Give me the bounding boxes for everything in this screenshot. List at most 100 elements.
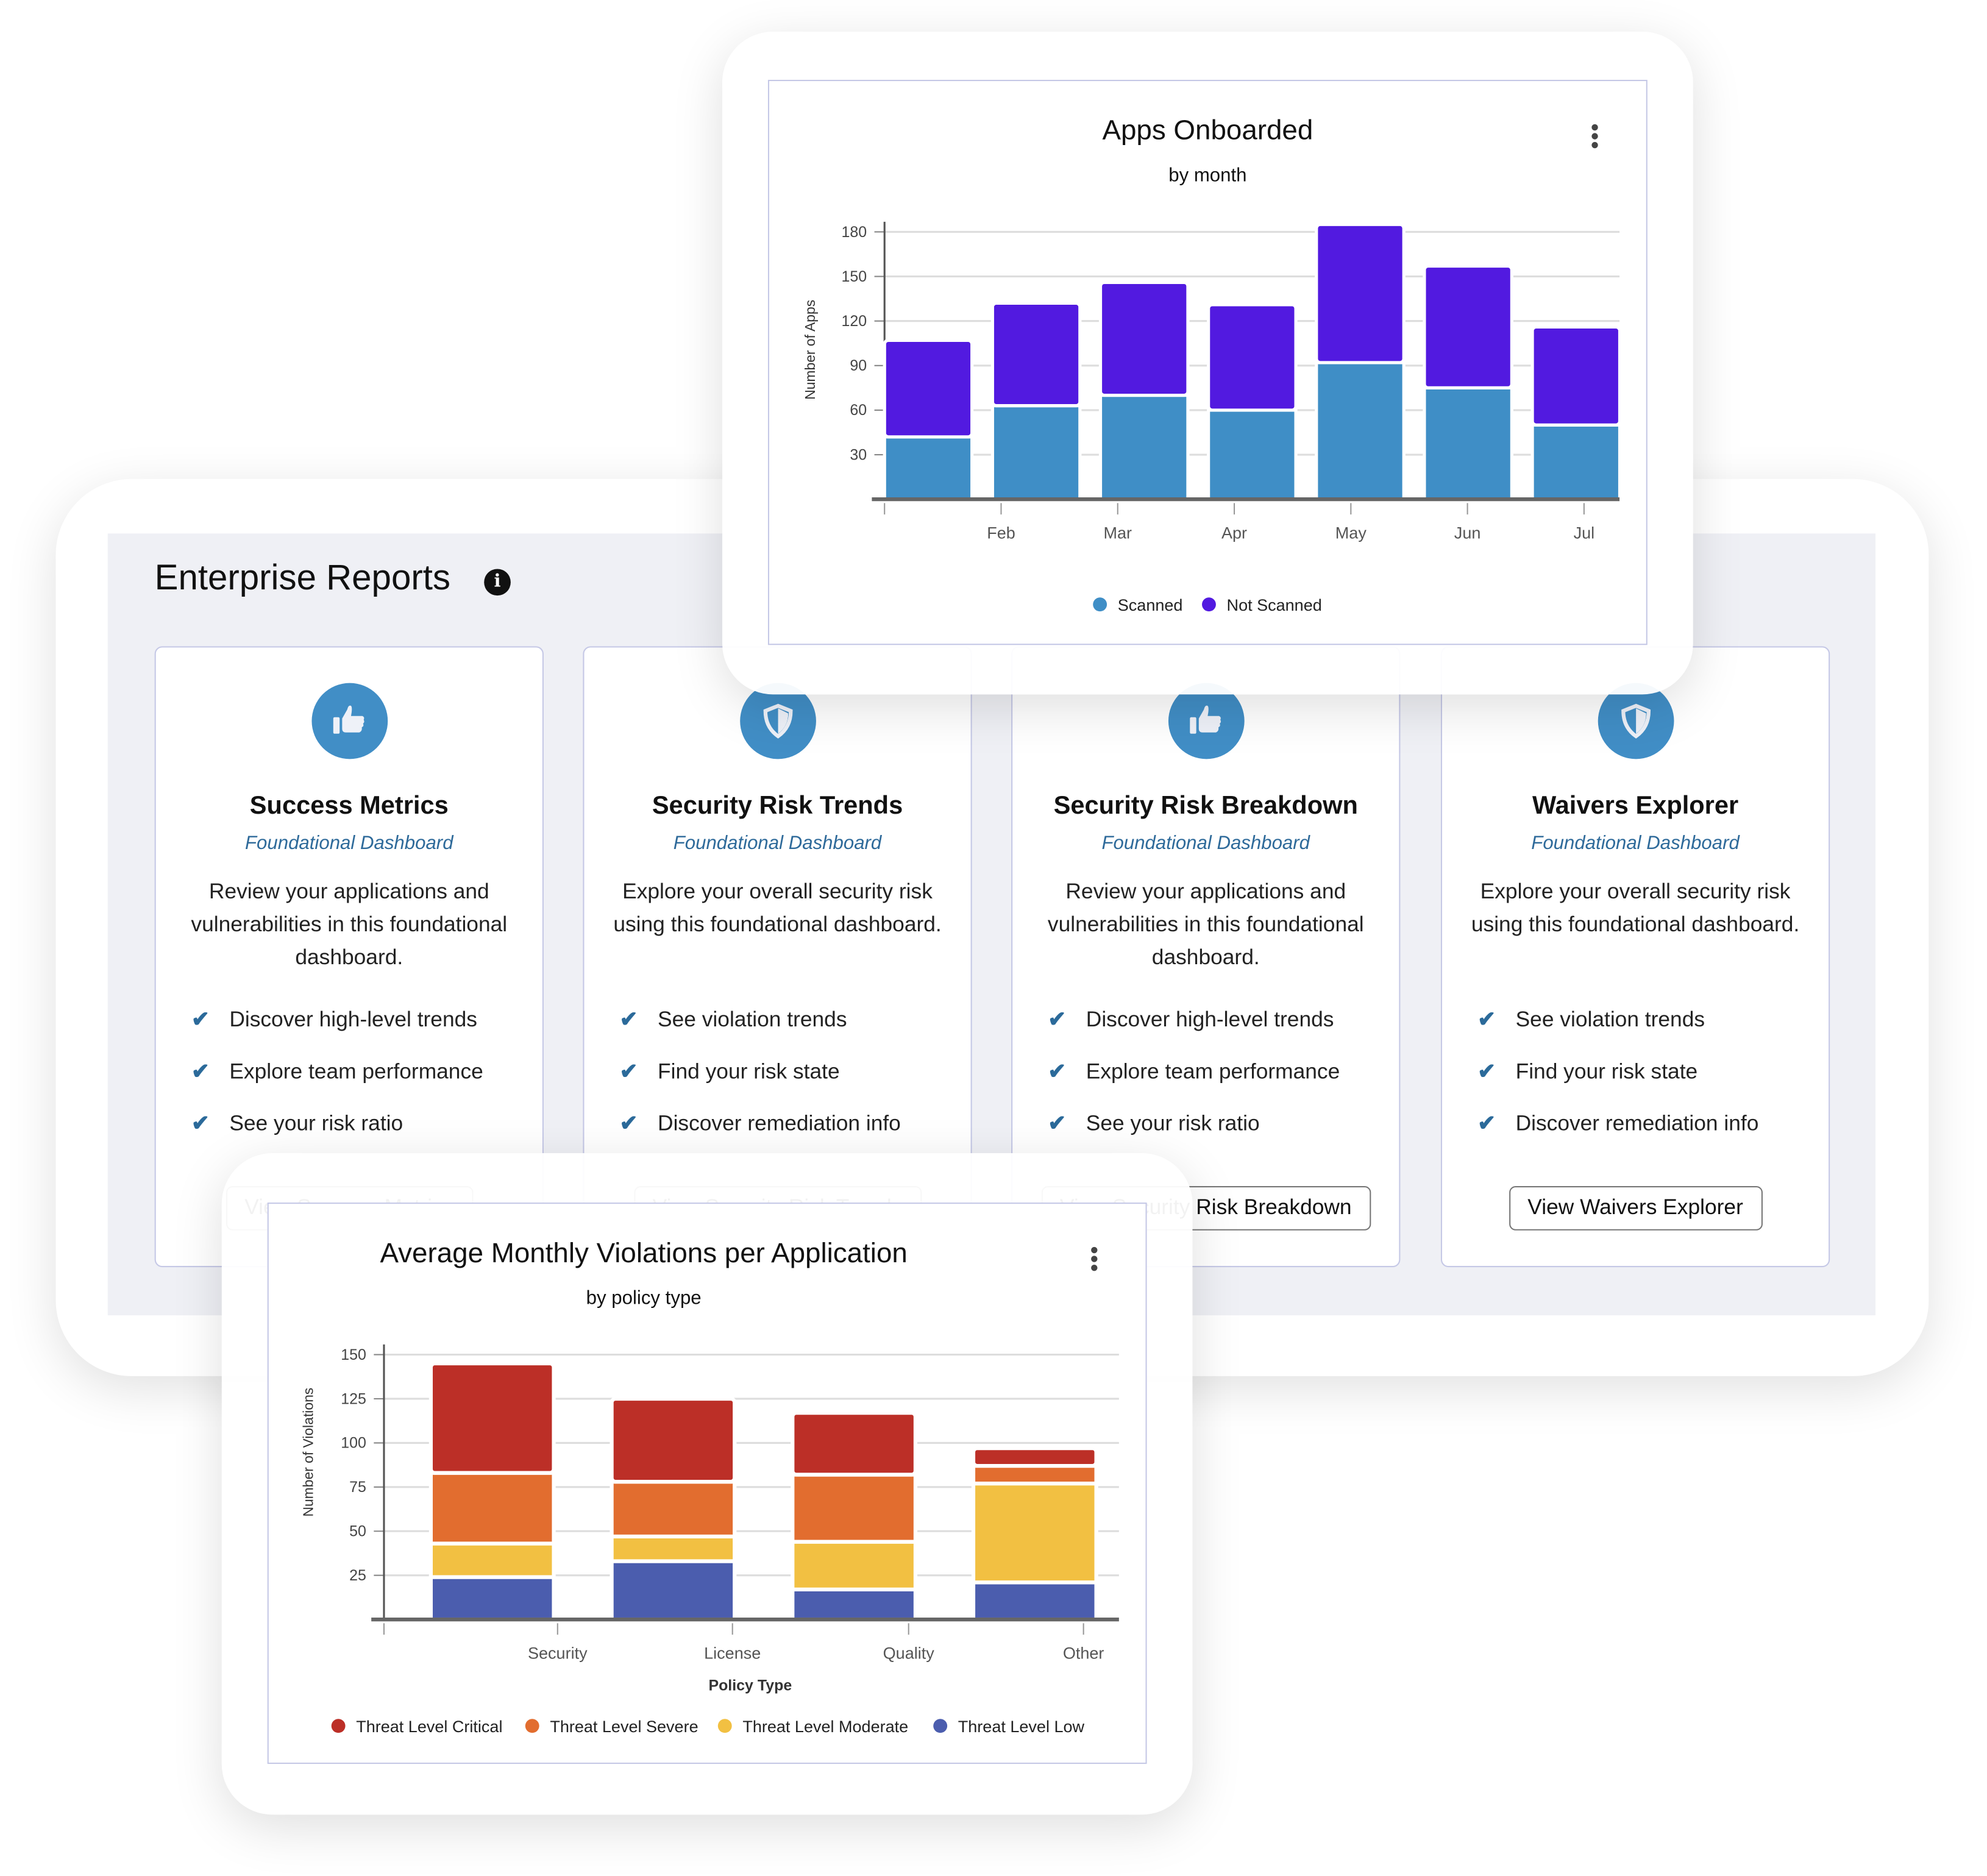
card-description: Review your applications and vulnerabili… — [1047, 879, 1364, 970]
bar-segment-threat-level-critical-security — [428, 1361, 556, 1475]
feature-item: ✔ Discover remediation info — [620, 1111, 901, 1163]
chart-title: Average Monthly Violations per Applicati… — [380, 1237, 908, 1269]
y-tick-label: 25 — [349, 1567, 366, 1584]
y-tick-label: 100 — [341, 1435, 366, 1452]
x-tick-label: Security — [528, 1644, 588, 1663]
view-dashboard-button[interactable]: View Waivers Explorer — [1509, 1186, 1763, 1231]
shield-icon — [740, 683, 816, 759]
bar-segment-not-scanned-apr — [1207, 303, 1298, 412]
x-tick-label: Apr — [1221, 524, 1247, 542]
y-tick-label: 50 — [349, 1523, 366, 1540]
feature-item: ✔ See violation trends — [620, 1007, 901, 1059]
feature-text: See your risk ratio — [229, 1111, 403, 1135]
feature-text: Find your risk state — [1515, 1059, 1698, 1084]
feature-item: ✔ Explore team performance — [1048, 1059, 1340, 1111]
info-icon[interactable]: i — [484, 569, 511, 596]
bar-segment-scanned-jul — [1530, 423, 1622, 501]
card-subtitle: Foundational Dashboard — [1531, 832, 1740, 855]
feature-text: See violation trends — [1515, 1007, 1705, 1032]
feature-list: ✔ See violation trends ✔ Find your risk sta… — [620, 1007, 901, 1164]
feature-text: Discover high-level trends — [1086, 1007, 1334, 1032]
bar-segment-scanned-jan — [883, 435, 974, 501]
legend-label: Threat Level Moderate — [742, 1718, 908, 1736]
bar-segment-threat-level-moderate-other — [971, 1481, 1098, 1585]
bar-segment-scanned-jun — [1423, 386, 1513, 501]
page-title: Enterprise Reports — [154, 557, 450, 597]
feature-text: Find your risk state — [658, 1059, 840, 1084]
check-icon: ✔ — [191, 1007, 210, 1032]
check-icon: ✔ — [619, 1007, 638, 1032]
bar-segment-threat-level-severe-other — [971, 1463, 1098, 1486]
legend-marker — [1093, 597, 1107, 612]
bar-segment-not-scanned-jun — [1423, 264, 1513, 389]
card-subtitle: Foundational Dashboard — [1101, 832, 1310, 855]
feature-text: Explore team performance — [229, 1059, 483, 1084]
bar-segment-not-scanned-jul — [1530, 325, 1622, 427]
bar-segment-not-scanned-feb — [990, 301, 1082, 408]
feature-item: ✔ See your risk ratio — [191, 1111, 483, 1163]
y-tick-label: 150 — [841, 268, 867, 285]
x-tick-label: May — [1335, 524, 1367, 542]
bar-segment-threat-level-low-other — [971, 1580, 1098, 1622]
feature-list: ✔ Discover high-level trends ✔ Explore team… — [1048, 1007, 1340, 1164]
more-options-icon[interactable] — [1591, 124, 1599, 150]
feature-item: ✔ Explore team performance — [191, 1059, 483, 1111]
more-options-icon[interactable] — [1091, 1246, 1098, 1273]
y-tick-label: 30 — [850, 446, 867, 463]
card-title: Waivers Explorer — [1532, 792, 1739, 820]
legend-label: Not Scanned — [1227, 596, 1322, 614]
y-tick-label: 125 — [341, 1390, 366, 1407]
thumbs-up-icon — [1168, 683, 1245, 759]
x-tick-label: Other — [1063, 1644, 1104, 1663]
x-tick-label: Jul — [1574, 524, 1595, 542]
check-icon: ✔ — [1048, 1059, 1067, 1084]
bar-segment-scanned-feb — [990, 404, 1082, 501]
bar-segment-not-scanned-mar — [1098, 280, 1190, 397]
legend-label: Threat Level Severe — [550, 1718, 698, 1736]
y-tick-label: 75 — [349, 1479, 366, 1496]
feature-item: ✔ See your risk ratio — [1048, 1111, 1340, 1163]
legend-marker — [1202, 597, 1216, 612]
feature-item: ✔ Discover remediation info — [1477, 1111, 1758, 1163]
bar-segment-not-scanned-may — [1315, 222, 1406, 364]
y-tick-label: 60 — [850, 402, 867, 419]
bar-segment-threat-level-low-quality — [791, 1587, 918, 1622]
legend-marker — [525, 1719, 539, 1733]
bar-segment-threat-level-low-security — [428, 1575, 556, 1622]
bar-segment-scanned-apr — [1207, 408, 1298, 501]
feature-item: ✔ Discover high-level trends — [1048, 1007, 1340, 1059]
feature-text: Explore team performance — [1086, 1059, 1340, 1084]
bar-segment-scanned-mar — [1098, 393, 1190, 501]
bar-segment-scanned-may — [1315, 361, 1406, 501]
bar-segment-threat-level-severe-security — [428, 1471, 556, 1546]
feature-list: ✔ See violation trends ✔ Find your risk sta… — [1477, 1007, 1758, 1164]
check-icon: ✔ — [1477, 1007, 1496, 1032]
bar-segment-threat-level-critical-license — [610, 1396, 737, 1484]
feature-item: ✔ Discover high-level trends — [191, 1007, 483, 1059]
y-axis-label: Number of Apps — [802, 300, 818, 400]
bar-segment-threat-level-moderate-license — [610, 1534, 737, 1563]
feature-text: Discover remediation info — [658, 1111, 901, 1135]
feature-item: ✔ See violation trends — [1477, 1007, 1758, 1059]
legend-label: Threat Level Low — [958, 1718, 1085, 1736]
bar-segment-threat-level-severe-quality — [791, 1473, 918, 1544]
feature-item: ✔ Find your risk state — [1477, 1059, 1758, 1111]
bar-segment-threat-level-critical-quality — [791, 1411, 918, 1477]
chart-subtitle: by month — [1168, 165, 1247, 187]
chart-title: Apps Onboarded — [1102, 114, 1313, 146]
check-icon: ✔ — [191, 1059, 210, 1084]
legend-marker — [933, 1719, 948, 1733]
card-title: Security Risk Trends — [652, 792, 903, 820]
check-icon: ✔ — [1048, 1007, 1067, 1032]
x-tick-label: Quality — [883, 1644, 935, 1663]
check-icon: ✔ — [1477, 1111, 1496, 1135]
card-title: Success Metrics — [249, 792, 449, 820]
y-tick-label: 180 — [841, 224, 867, 241]
card-title: Security Risk Breakdown — [1053, 792, 1358, 820]
feature-text: See violation trends — [658, 1007, 847, 1032]
card-description: Review your applications and vulnerabili… — [191, 879, 508, 970]
check-icon: ✔ — [191, 1111, 210, 1135]
check-icon: ✔ — [619, 1111, 638, 1135]
card-subtitle: Foundational Dashboard — [244, 832, 453, 855]
card-description: Explore your overall security risk using… — [1471, 879, 1800, 937]
